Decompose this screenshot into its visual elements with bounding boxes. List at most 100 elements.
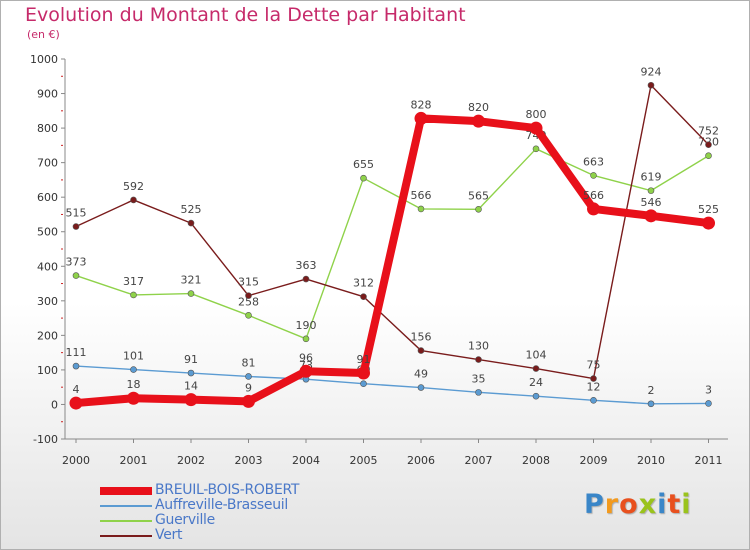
data-point — [644, 209, 658, 223]
x-tick-label: 2010 — [637, 454, 665, 467]
legend-swatch — [100, 520, 152, 522]
data-point — [187, 369, 195, 377]
data-point — [360, 293, 367, 300]
legend-label: Vert — [155, 527, 183, 543]
data-label: 317 — [123, 275, 144, 288]
data-label: 190 — [296, 319, 317, 332]
data-label: 96 — [299, 351, 313, 364]
y-tick-label: 600 — [37, 191, 58, 204]
axes: -100 0 100 200 300 400 500 600 700 800 900 1000 2000… — [30, 53, 728, 467]
data-label: 515 — [66, 207, 87, 220]
data-point — [187, 290, 195, 297]
data-label: 49 — [414, 368, 428, 381]
data-point — [357, 366, 370, 380]
data-point — [242, 394, 255, 408]
legend-swatch — [100, 505, 152, 507]
data-point — [360, 380, 367, 388]
chart-subtitle: (en €) — [27, 28, 60, 41]
data-point — [475, 389, 482, 396]
data-label: 18 — [127, 378, 141, 391]
data-label: 663 — [583, 155, 604, 168]
data-label: 81 — [242, 356, 256, 369]
series-line — [75, 84, 710, 380]
data-point — [187, 219, 195, 227]
y-tick-label: 400 — [37, 260, 58, 273]
x-tick-label: 2006 — [407, 454, 435, 467]
data-label: 546 — [641, 196, 662, 209]
legend-label: Guerville — [155, 512, 215, 528]
data-point — [647, 81, 655, 89]
data-label: 565 — [468, 189, 489, 202]
series-guerville: 373317321258190655566565740663619720 — [66, 129, 719, 343]
data-label: 363 — [296, 259, 317, 272]
data-point — [130, 366, 137, 373]
series-line — [75, 365, 710, 405]
data-point — [705, 400, 712, 407]
data-label: 592 — [123, 180, 144, 193]
data-point — [590, 172, 597, 179]
data-label: 14 — [184, 380, 198, 393]
data-point — [72, 272, 80, 279]
data-point — [299, 364, 313, 378]
data-label: 24 — [529, 376, 543, 389]
y-tick-label: 800 — [37, 122, 58, 135]
data-label: 91 — [357, 353, 371, 366]
data-label: 130 — [468, 340, 489, 353]
series-vert: 515 592 525 315 363 312 156 130 104 75 924 752 — [66, 65, 719, 382]
data-point — [245, 312, 252, 319]
data-point — [587, 202, 600, 216]
y-tick-label: 100 — [37, 364, 58, 377]
legend-item: Guerville — [100, 512, 360, 528]
data-label: 820 — [468, 101, 489, 114]
series-breuil-bois-robert: 4 18 14 9 96 91 828 820 800 566 546 525 — [69, 98, 719, 410]
data-point — [417, 205, 425, 213]
series-line — [72, 114, 713, 408]
x-tick-label: 2008 — [522, 454, 550, 467]
data-label: 525 — [181, 203, 202, 216]
legend-label: Auffreville-Brasseuil — [155, 497, 288, 513]
data-label: 2 — [648, 384, 655, 397]
x-tick-label: 2007 — [465, 454, 493, 467]
x-tick-label: 2004 — [292, 454, 320, 467]
data-point — [130, 291, 137, 299]
data-point — [417, 384, 425, 391]
data-point — [127, 391, 140, 405]
data-label: 258 — [238, 295, 259, 308]
data-label: 655 — [353, 158, 374, 171]
y-tick-label: 500 — [37, 226, 58, 239]
data-point — [414, 111, 428, 125]
data-point — [184, 393, 198, 407]
data-point — [647, 400, 655, 408]
data-label: 800 — [526, 108, 547, 121]
x-tick-label: 2009 — [580, 454, 608, 467]
y-tick-label: 700 — [37, 157, 58, 170]
data-point — [475, 205, 482, 213]
data-label: 924 — [641, 65, 662, 78]
data-label: 566 — [411, 189, 432, 202]
data-label: 104 — [526, 349, 547, 362]
y-tick-label: 900 — [37, 88, 58, 101]
data-label: 312 — [353, 277, 374, 290]
data-point — [529, 121, 543, 135]
data-label: 9 — [245, 381, 252, 394]
data-point — [360, 174, 367, 182]
x-tick-label: 2011 — [695, 454, 723, 467]
data-label: 101 — [123, 350, 144, 363]
data-label: 752 — [698, 125, 719, 138]
legend-item: BREUIL-BOIS-ROBERT — [100, 482, 360, 498]
y-tick-label: 0 — [51, 398, 58, 411]
data-label: 3 — [705, 383, 712, 396]
data-label: 525 — [698, 203, 719, 216]
data-point — [72, 223, 80, 230]
data-point — [245, 292, 252, 299]
data-point — [532, 365, 540, 372]
data-point — [72, 362, 80, 370]
data-label: 373 — [66, 256, 87, 269]
data-point — [702, 216, 715, 230]
data-point — [130, 196, 137, 204]
y-tick-label: 300 — [37, 295, 58, 308]
data-label: 75 — [587, 359, 601, 372]
legend-item: Auffreville-Brasseuil — [100, 497, 360, 513]
